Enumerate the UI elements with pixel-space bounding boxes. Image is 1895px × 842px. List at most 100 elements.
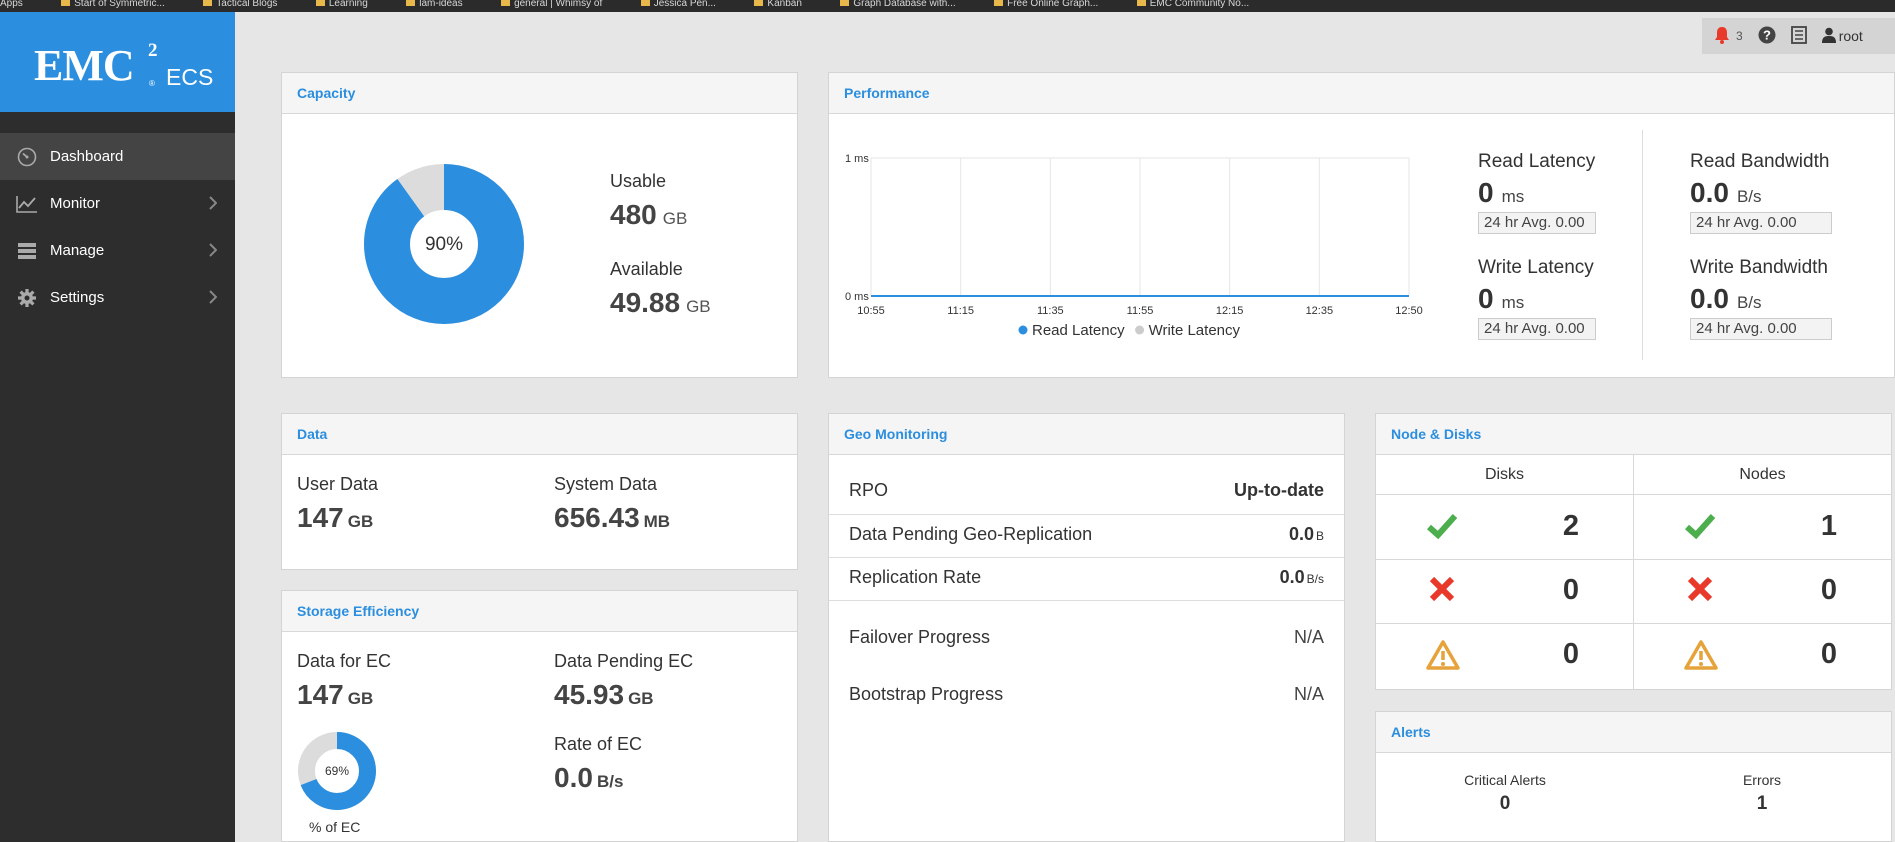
capacity-panel-title: Capacity <box>282 73 797 114</box>
line-chart-icon <box>16 194 38 214</box>
legend-label: Read Latency <box>1032 322 1125 339</box>
legend-marker <box>1135 325 1145 335</box>
alert-count: 3 <box>1736 29 1743 43</box>
chevron-right-icon <box>209 243 218 261</box>
write-bandwidth-label: Write Bandwidth <box>1690 257 1828 278</box>
capacity-donut: 90% <box>363 163 525 325</box>
system-data-label: System Data <box>554 474 658 494</box>
usable-value: 480 GB <box>610 199 688 230</box>
top-status-bar: 3 ? root <box>1702 18 1895 54</box>
data-pending-ec-label: Data Pending EC <box>554 651 694 671</box>
user-data-label: User Data <box>297 474 379 494</box>
read-bandwidth-avg: 24 hr Avg. 0.00 <box>1690 212 1832 234</box>
guide-button[interactable] <box>1790 25 1807 47</box>
performance-panel: Performance 1 ms 0 ms 10:55 11:15 11:35 11:55… <box>828 72 1895 378</box>
bookmark-item[interactable]: Learning <box>315 0 368 9</box>
nodes-bad-row[interactable]: 0 <box>1634 560 1891 624</box>
data-for-ec-label: Data for EC <box>297 651 392 671</box>
bookmark-item[interactable]: Graph Database with... <box>840 0 956 9</box>
guide-book-icon <box>1790 25 1807 47</box>
write-latency-avg: 24 hr Avg. 0.00 <box>1478 318 1596 340</box>
bootstrap-progress-value: N/A <box>1293 684 1324 704</box>
disks-column-header: Disks <box>1376 455 1633 495</box>
sidebar-item-monitor[interactable]: Monitor <box>0 180 235 227</box>
nodes-warn-row[interactable]: 0 <box>1634 624 1891 688</box>
ec-caption: % of EC <box>309 819 361 835</box>
bookmark-item[interactable]: Start of Symmetric... <box>61 0 165 9</box>
errors[interactable]: Errors 1 <box>1682 772 1842 815</box>
bookmark-item[interactable]: lam-ideas <box>406 0 463 9</box>
emc-ecs-logo[interactable]: EMC 2 ® ECS <box>0 12 235 112</box>
x-tick-label: 11:35 <box>1037 305 1064 317</box>
x-tick-label: 12:50 <box>1395 305 1423 317</box>
sidebar-item-label: Dashboard <box>50 148 124 165</box>
write-bandwidth-value: 0.0 B/s <box>1690 283 1762 314</box>
warning-triangle-icon <box>1426 640 1460 675</box>
bookmark-item[interactable]: Tactical Blogs <box>203 0 277 9</box>
sidebar-item-label: Settings <box>50 289 105 306</box>
nodes-bad-count: 0 <box>1820 574 1837 606</box>
sidebar-item-dashboard[interactable]: Dashboard <box>0 133 235 180</box>
rpo-value: Up-to-date <box>1234 480 1324 500</box>
x-tick-label: 12:15 <box>1216 305 1244 317</box>
x-tick-label: 11:55 <box>1127 305 1154 317</box>
disks-good-row[interactable]: 2 <box>1376 496 1633 560</box>
write-bandwidth-avg: 24 hr Avg. 0.00 <box>1690 318 1832 340</box>
ec-percent: 69% <box>324 764 350 778</box>
critical-alerts[interactable]: Critical Alerts 0 <box>1425 772 1585 815</box>
bookmarks-bar: Apps Start of Symmetric... Tactical Blog… <box>0 0 1895 12</box>
rate-of-ec-value: 0.0 B/s <box>554 762 624 793</box>
failover-progress-label: Failover Progress <box>849 627 991 647</box>
bookmark-item[interactable]: EMC Community No... <box>1136 0 1249 9</box>
help-icon: ? <box>1758 26 1776 47</box>
read-bandwidth-value: 0.0 B/s <box>1690 177 1762 208</box>
system-data-value: 656.43 MB <box>554 502 671 533</box>
write-bandwidth-metric: Write Bandwidth 0.0 B/s 24 hr Avg. 0.00 <box>1690 257 1832 340</box>
bookmark-item[interactable]: Jessica Pen... <box>640 0 716 9</box>
help-button[interactable]: ? <box>1758 26 1776 47</box>
error-x-icon <box>1687 576 1713 607</box>
bookmark-item[interactable]: general | Whimsy of <box>501 0 602 9</box>
nodes-warn-count: 0 <box>1820 638 1837 670</box>
alerts-button[interactable]: 3 <box>1714 26 1743 47</box>
read-latency-value: 0 ms <box>1478 177 1525 208</box>
read-bandwidth-metric: Read Bandwidth 0.0 B/s 24 hr Avg. 0.00 <box>1690 151 1832 234</box>
data-pending-geo-replication-value: 0.0 B <box>1288 524 1324 544</box>
brand-product: ECS <box>166 64 214 90</box>
write-latency-metric: Write Latency 0 ms 24 hr Avg. 0.00 <box>1478 257 1596 340</box>
sidebar: EMC 2 ® ECS Dashboard Monitor Manage <box>0 12 235 842</box>
errors-label: Errors <box>1742 772 1782 788</box>
errors-count: 1 <box>1756 793 1768 814</box>
bookmark-item[interactable]: Kanban <box>754 0 802 9</box>
y-tick-label: 0 ms <box>845 291 869 303</box>
bookmark-apps[interactable]: Apps <box>0 0 23 9</box>
available-label: Available <box>610 259 683 279</box>
nodes-good-row[interactable]: 1 <box>1634 496 1891 560</box>
critical-alerts-count: 0 <box>1499 793 1511 814</box>
nodes-good-count: 1 <box>1820 510 1837 542</box>
column-divider <box>1633 455 1634 690</box>
sidebar-item-label: Monitor <box>50 195 101 212</box>
disks-bad-row[interactable]: 0 <box>1376 560 1633 624</box>
bookmark-item[interactable]: Free Online Graph... <box>994 0 1098 9</box>
data-for-ec-value: 147 GB <box>297 679 374 710</box>
check-icon <box>1426 512 1458 545</box>
disks-warn-row[interactable]: 0 <box>1376 624 1633 688</box>
chevron-right-icon <box>209 196 218 214</box>
write-latency-value: 0 ms <box>1478 283 1525 314</box>
node-disks-title: Node & Disks <box>1376 414 1891 455</box>
x-tick-label: 11:15 <box>947 305 974 317</box>
performance-divider <box>1642 130 1643 360</box>
brand-registered: ® <box>149 79 155 88</box>
error-x-icon <box>1429 576 1455 607</box>
usable-label: Usable <box>610 171 667 191</box>
sidebar-item-settings[interactable]: Settings <box>0 274 235 321</box>
critical-alerts-label: Critical Alerts <box>1464 772 1546 788</box>
data-pending-ec-value: 45.93 GB <box>554 679 654 710</box>
svg-text:?: ? <box>1763 27 1771 42</box>
bell-icon <box>1714 26 1730 47</box>
performance-panel-title: Performance <box>829 73 1894 114</box>
sidebar-item-manage[interactable]: Manage <box>0 227 235 274</box>
nodes-column-header: Nodes <box>1634 455 1891 495</box>
user-menu[interactable]: root <box>1821 27 1863 46</box>
